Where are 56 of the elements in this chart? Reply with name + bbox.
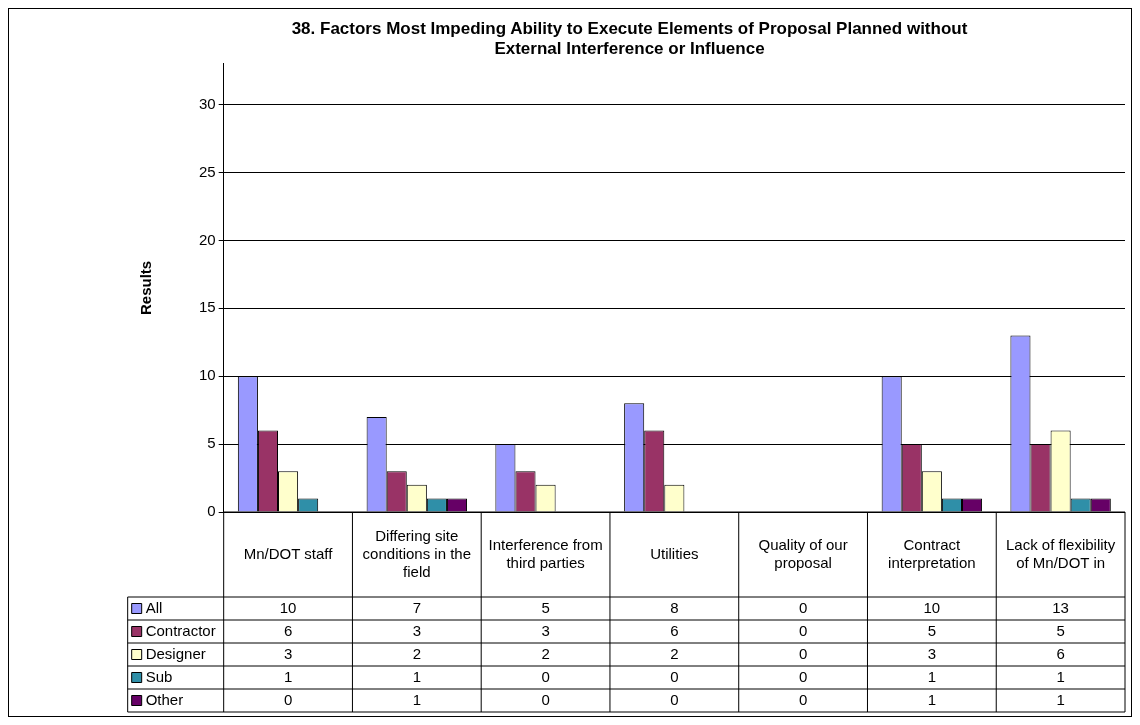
data-label: 3	[283, 644, 293, 662]
y-tick-label: 15	[199, 298, 216, 316]
data-label: 2	[412, 644, 421, 662]
data-label: 1	[927, 690, 937, 708]
data-label: 0	[798, 690, 808, 708]
chart-title: 38. Factors Most Impeding Ability to Execute Elements of Proposal Planned without External Interference or Influence	[291, 18, 968, 59]
data-label: 8	[670, 598, 679, 616]
data-label: 2	[670, 644, 679, 662]
data-label: 0	[670, 690, 679, 708]
data-label: 7	[412, 598, 421, 616]
data-label: 1	[1056, 690, 1065, 708]
legend-label: Contractor	[145, 621, 216, 639]
legend-label: Other	[145, 690, 184, 708]
data-label: 5	[927, 621, 937, 639]
data-label: 1	[283, 667, 293, 685]
x-tick-label: Contract interpretation	[888, 535, 976, 571]
data-label: 0	[283, 690, 293, 708]
y-tick-label: 5	[207, 434, 216, 452]
y-axis-title: Results	[137, 260, 155, 315]
data-label: 10	[923, 598, 941, 616]
y-tick-label: 25	[199, 162, 216, 180]
x-tick-label: Utilities	[650, 544, 699, 562]
data-label: 0	[798, 598, 808, 616]
data-label: 5	[1056, 621, 1065, 639]
x-tick-label: Interference from third parties	[488, 535, 603, 571]
data-label: 0	[798, 621, 808, 639]
data-label: 0	[541, 690, 550, 708]
data-label: 0	[670, 667, 679, 685]
data-label: 6	[283, 621, 293, 639]
data-label: 13	[1052, 598, 1069, 616]
data-label: 0	[798, 644, 808, 662]
data-label: 1	[1056, 667, 1065, 685]
data-label: 2	[541, 644, 550, 662]
data-label: 5	[541, 598, 550, 616]
data-label: 1	[412, 690, 421, 708]
data-label: 3	[412, 621, 421, 639]
legend-label: All	[145, 598, 163, 616]
y-tick-label: 0	[207, 502, 216, 520]
y-tick-label: 10	[199, 366, 216, 384]
legend-label: Sub	[145, 667, 173, 685]
data-label: 0	[541, 667, 550, 685]
data-label: 3	[927, 644, 937, 662]
legend-label: Designer	[145, 644, 206, 662]
data-label: 6	[670, 621, 679, 639]
data-label: 10	[279, 598, 297, 616]
data-label: 1	[927, 667, 937, 685]
x-tick-label: Differing site conditions in the field	[362, 526, 472, 580]
x-tick-label: Mn/DOT staff	[243, 544, 334, 562]
data-label: 1	[412, 667, 421, 685]
x-tick-label: Lack of flexibility of Mn/DOT in	[1006, 535, 1116, 571]
data-label: 0	[798, 667, 808, 685]
y-tick-label: 20	[199, 230, 216, 248]
x-tick-label: Quality of our proposal	[758, 535, 848, 571]
data-label: 6	[1056, 644, 1065, 662]
data-label: 3	[541, 621, 550, 639]
y-tick-label: 30	[199, 94, 216, 112]
